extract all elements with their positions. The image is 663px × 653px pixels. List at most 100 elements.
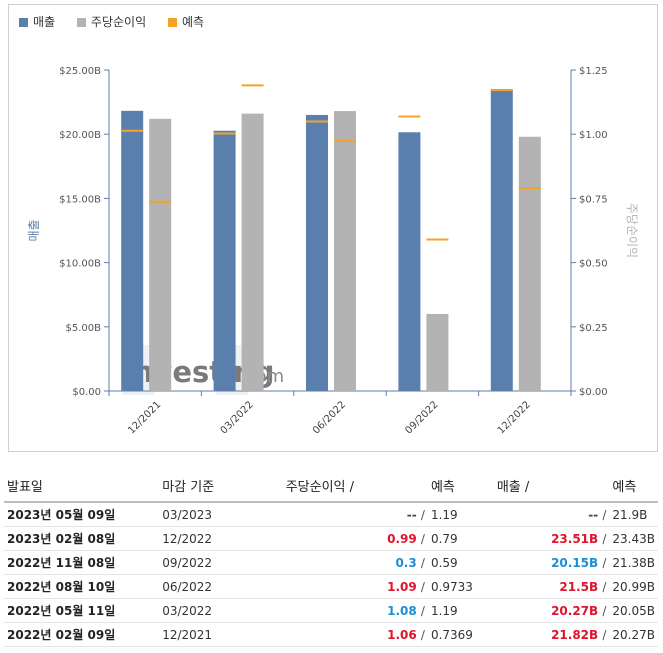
row-revenue-forecast: 20.27B xyxy=(609,622,658,647)
header-date[interactable]: 발표일 xyxy=(4,472,160,503)
row-date: 2023년 05월 09일 xyxy=(4,502,160,527)
eps-bar xyxy=(149,118,172,392)
right-axis-tick-label: $0.00 xyxy=(579,387,608,398)
revenue-bar xyxy=(490,89,513,392)
revenue-bar xyxy=(121,110,144,391)
row-revenue-sep: / xyxy=(602,531,607,546)
table-row: 2023년 05월 09일 03/2023 -- /1.19 -- /21.9B xyxy=(4,502,658,527)
row-revenue: -- / xyxy=(493,502,610,527)
row-eps-sep: / xyxy=(420,507,425,522)
row-revenue: 20.15B / xyxy=(493,550,610,575)
legend-item-forecast[interactable]: 예측 xyxy=(167,13,205,30)
earnings-chart-panel: 매출 주당순이익 예측 Investing .com $0.00$5.00B$1… xyxy=(8,4,658,452)
row-revenue-forecast: 23.43B xyxy=(609,526,658,551)
right-axis-title: 주당순이익 xyxy=(625,203,639,258)
revenue-bar xyxy=(213,130,236,391)
row-revenue: 20.27B / xyxy=(493,598,610,623)
row-period: 03/2022 xyxy=(159,598,283,623)
row-eps-actual: 1.08 xyxy=(387,603,417,618)
row-eps: 1.06 / xyxy=(282,622,428,647)
row-eps: 1.08 / xyxy=(282,598,428,623)
row-date: 2022년 11월 08일 xyxy=(4,550,160,575)
row-eps-sep: / xyxy=(420,531,425,546)
header-revenue-sep: / xyxy=(524,480,530,495)
row-eps-forecast: 0.7369 xyxy=(427,622,494,647)
eps-bar xyxy=(518,136,541,391)
row-revenue-actual: 20.15B xyxy=(551,555,599,570)
x-axis-tick-label: 09/2022 xyxy=(403,399,440,436)
row-period: 03/2023 xyxy=(159,502,283,527)
row-eps-actual: 1.09 xyxy=(387,579,417,594)
x-axis-tick-label: 12/2022 xyxy=(496,399,533,436)
row-revenue-actual: -- xyxy=(588,507,599,522)
eps-bar xyxy=(426,313,449,391)
row-revenue-sep: / xyxy=(602,555,607,570)
row-eps-sep: / xyxy=(420,555,425,570)
table-header-row: 발표일 마감 기준 주당순이익 / 예측 매출 / 예측 xyxy=(4,472,658,503)
row-eps-actual: 0.3 xyxy=(395,555,417,570)
row-eps-sep: / xyxy=(420,627,425,642)
left-axis-tick-label: $25.00B xyxy=(59,66,101,77)
row-revenue-forecast: 21.38B xyxy=(609,550,658,575)
row-revenue: 21.82B / xyxy=(493,622,610,647)
row-revenue: 21.5B / xyxy=(493,574,610,599)
row-revenue-sep: / xyxy=(602,627,607,642)
row-eps: -- / xyxy=(282,502,428,527)
row-eps-forecast: 0.79 xyxy=(427,526,494,551)
row-revenue-actual: 23.51B xyxy=(551,531,599,546)
left-axis-tick-label: $20.00B xyxy=(59,130,101,141)
legend-item-eps[interactable]: 주당순이익 xyxy=(76,13,147,30)
row-eps-actual: 0.99 xyxy=(387,531,417,546)
chart-legend: 매출 주당순이익 예측 xyxy=(19,13,222,30)
legend-swatch-revenue xyxy=(19,18,28,27)
x-axis-tick-label: 06/2022 xyxy=(311,399,348,436)
header-eps-label: 주당순이익 xyxy=(285,480,346,495)
row-eps-forecast: 0.9733 xyxy=(427,574,494,599)
header-eps[interactable]: 주당순이익 / xyxy=(282,472,428,503)
header-revenue[interactable]: 매출 / xyxy=(493,472,610,503)
eps-bar xyxy=(334,111,356,391)
row-eps-forecast: 1.19 xyxy=(427,502,494,527)
row-period: 12/2022 xyxy=(159,526,283,551)
legend-label-forecast: 예측 xyxy=(181,15,205,29)
row-date: 2022년 05월 11일 xyxy=(4,598,160,623)
row-period: 09/2022 xyxy=(159,550,283,575)
header-eps-forecast[interactable]: 예측 xyxy=(427,472,494,503)
row-revenue-forecast: 21.9B xyxy=(609,502,658,527)
legend-label-eps: 주당순이익 xyxy=(90,15,147,29)
legend-item-revenue[interactable]: 매출 xyxy=(19,13,55,30)
header-eps-sep: / xyxy=(349,480,355,495)
row-eps-forecast: 0.59 xyxy=(427,550,494,575)
x-axis-tick-label: 03/2022 xyxy=(219,399,256,436)
row-eps-sep: / xyxy=(420,579,425,594)
table-row: 2023년 02월 08일 12/2022 0.99 /0.79 23.51B /23… xyxy=(4,526,658,551)
right-axis-tick-label: $0.25 xyxy=(579,323,608,334)
row-revenue-forecast: 20.05B xyxy=(609,598,658,623)
row-revenue-forecast: 20.99B xyxy=(609,574,658,599)
table-row: 2022년 02월 09일 12/2021 1.06 /0.7369 21.82B /… xyxy=(4,622,658,647)
right-axis-tick-label: $1.25 xyxy=(579,66,608,77)
row-date: 2022년 08월 10일 xyxy=(4,574,160,599)
earnings-history-table: 발표일 마감 기준 주당순이익 / 예측 매출 / 예측 2023년 05월 0… xyxy=(4,472,658,647)
right-axis-tick-label: $0.50 xyxy=(579,259,608,270)
table-row: 2022년 11월 08일 09/2022 0.3 /0.59 20.15B /21.… xyxy=(4,550,658,575)
row-eps-actual: -- xyxy=(406,507,417,522)
right-axis-tick-label: $0.75 xyxy=(579,194,608,205)
right-axis-tick-label: $1.00 xyxy=(579,130,608,141)
header-period[interactable]: 마감 기준 xyxy=(159,472,283,503)
left-axis-tick-label: $15.00B xyxy=(59,194,101,205)
row-revenue: 23.51B / xyxy=(493,526,610,551)
header-revenue-forecast[interactable]: 예측 xyxy=(609,472,658,503)
left-axis-title: 매출 xyxy=(27,219,41,241)
revenue-bar xyxy=(306,114,328,391)
row-revenue-actual: 21.82B xyxy=(551,627,599,642)
row-revenue-sep: / xyxy=(602,507,607,522)
row-eps: 0.99 / xyxy=(282,526,428,551)
left-axis-tick-label: $5.00B xyxy=(66,323,102,334)
x-axis-tick-label: 12/2021 xyxy=(126,399,163,436)
table-row: 2022년 08월 10일 06/2022 1.09 /0.9733 21.5B /2… xyxy=(4,574,658,599)
row-period: 06/2022 xyxy=(159,574,283,599)
row-eps: 1.09 / xyxy=(282,574,428,599)
earnings-chart: Investing .com $0.00$5.00B$10.00B$15.00B… xyxy=(27,66,639,436)
row-eps-forecast: 1.19 xyxy=(427,598,494,623)
